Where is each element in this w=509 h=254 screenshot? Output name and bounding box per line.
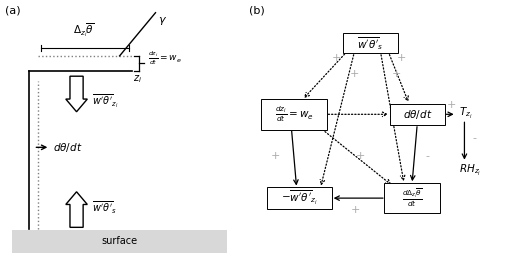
Text: $T_{z_i}$: $T_{z_i}$ — [459, 105, 473, 121]
Text: +: + — [446, 100, 456, 110]
Text: $z_i$: $z_i$ — [133, 74, 142, 85]
Text: surface: surface — [102, 236, 137, 246]
Text: $-\overline{w'\theta'}_{z_i}$: $-\overline{w'\theta'}_{z_i}$ — [281, 189, 318, 207]
FancyBboxPatch shape — [343, 33, 398, 53]
Text: $RH_{z_i}$: $RH_{z_i}$ — [459, 163, 482, 178]
Text: $\overline{w'\theta'}_{z_i}$: $\overline{w'\theta'}_{z_i}$ — [92, 93, 119, 110]
Text: +: + — [331, 53, 341, 64]
FancyBboxPatch shape — [12, 230, 227, 253]
Text: $\gamma$: $\gamma$ — [158, 15, 167, 27]
Text: -: - — [473, 133, 477, 144]
Text: $\frac{dz_i}{dt} = w_e$: $\frac{dz_i}{dt} = w_e$ — [275, 104, 314, 124]
Text: $\Delta_{z_i}\overline{\theta}$: $\Delta_{z_i}\overline{\theta}$ — [73, 22, 94, 39]
Text: $\frac{d\Delta_{z_i}\overline{\theta}}{dt}$: $\frac{d\Delta_{z_i}\overline{\theta}}{d… — [402, 187, 422, 209]
Text: (b): (b) — [249, 5, 265, 15]
FancyBboxPatch shape — [267, 187, 332, 209]
FancyBboxPatch shape — [384, 183, 440, 213]
Text: -: - — [426, 151, 430, 161]
FancyArrow shape — [66, 76, 88, 112]
Text: +: + — [351, 204, 360, 215]
Text: $d\theta/dt$: $d\theta/dt$ — [52, 141, 82, 154]
Text: +: + — [397, 53, 406, 64]
Text: +: + — [391, 69, 401, 79]
FancyBboxPatch shape — [390, 104, 445, 125]
Text: +: + — [271, 151, 280, 161]
Text: $\frac{dz_i}{dt} = w_e$: $\frac{dz_i}{dt} = w_e$ — [148, 50, 182, 67]
Text: (a): (a) — [5, 5, 20, 15]
Text: $\overline{w'\theta'}_s$: $\overline{w'\theta'}_s$ — [357, 35, 383, 52]
Text: $\overline{w'\theta'}_s$: $\overline{w'\theta'}_s$ — [92, 200, 117, 216]
Text: $d\theta/dt$: $d\theta/dt$ — [403, 108, 432, 121]
Text: +: + — [350, 69, 359, 79]
Text: +: + — [356, 151, 365, 161]
FancyBboxPatch shape — [261, 99, 327, 130]
FancyArrow shape — [66, 192, 88, 227]
